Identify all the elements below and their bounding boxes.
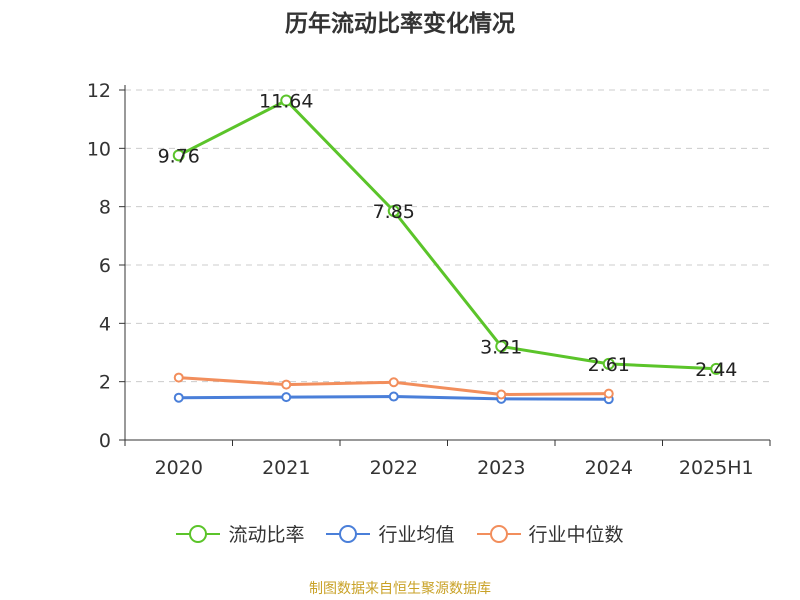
legend-marker-industry-median — [476, 524, 521, 543]
data-point — [281, 379, 292, 390]
data-point — [387, 205, 400, 218]
data-label: 11.64 — [259, 91, 313, 113]
x-tick-label: 2021 — [262, 457, 310, 479]
data-label: 3.21 — [480, 336, 522, 358]
x-tick-label: 2023 — [477, 457, 525, 479]
x-tick-label: 2024 — [585, 457, 633, 479]
data-point — [496, 389, 507, 400]
data-point — [280, 94, 293, 107]
data-point — [281, 392, 292, 403]
legend-item-industry-mean[interactable]: 行业均值 — [326, 520, 455, 547]
data-point — [173, 392, 184, 403]
data-label: 2.61 — [588, 354, 630, 376]
data-label: 7.85 — [373, 201, 415, 223]
x-tick-label: 2022 — [370, 457, 418, 479]
chart-title: 历年流动比率变化情况 — [285, 11, 515, 37]
data-point — [710, 362, 723, 375]
source-note: 制图数据来自恒生聚源数据库 — [309, 581, 491, 597]
y-tick-label: 12 — [87, 80, 111, 102]
data-point — [388, 377, 399, 388]
y-tick-label: 6 — [99, 255, 111, 277]
series-line-0 — [178, 99, 717, 371]
data-label: 2.44 — [695, 359, 737, 381]
data-point — [602, 357, 615, 370]
data-label: 9.76 — [158, 145, 200, 167]
data-point — [495, 340, 508, 353]
legend-label-industry-median: 行业中位数 — [528, 524, 624, 546]
y-tick-label: 4 — [99, 313, 111, 335]
legend-item-industry-median[interactable]: 行业中位数 — [476, 520, 624, 547]
legend-marker-industry-mean — [326, 524, 371, 543]
legend-label-industry-mean: 行业均值 — [378, 524, 455, 546]
data-point — [388, 391, 399, 402]
y-tick-label: 0 — [99, 430, 111, 452]
y-tick-label: 8 — [99, 197, 111, 219]
x-tick-label: 2025H1 — [679, 457, 754, 479]
data-point — [172, 149, 185, 162]
y-tick-label: 10 — [87, 138, 111, 160]
legend-item-ratio[interactable]: 流动比率 — [176, 520, 304, 547]
data-point — [173, 372, 184, 383]
x-tick-label: 2020 — [155, 457, 203, 479]
y-tick-label: 2 — [99, 372, 111, 394]
legend-label-ratio: 流动比率 — [228, 524, 305, 546]
data-point — [603, 388, 614, 399]
legend-marker-ratio — [176, 524, 221, 543]
legend: 流动比率 行业均值 行业中位数 — [0, 520, 800, 547]
